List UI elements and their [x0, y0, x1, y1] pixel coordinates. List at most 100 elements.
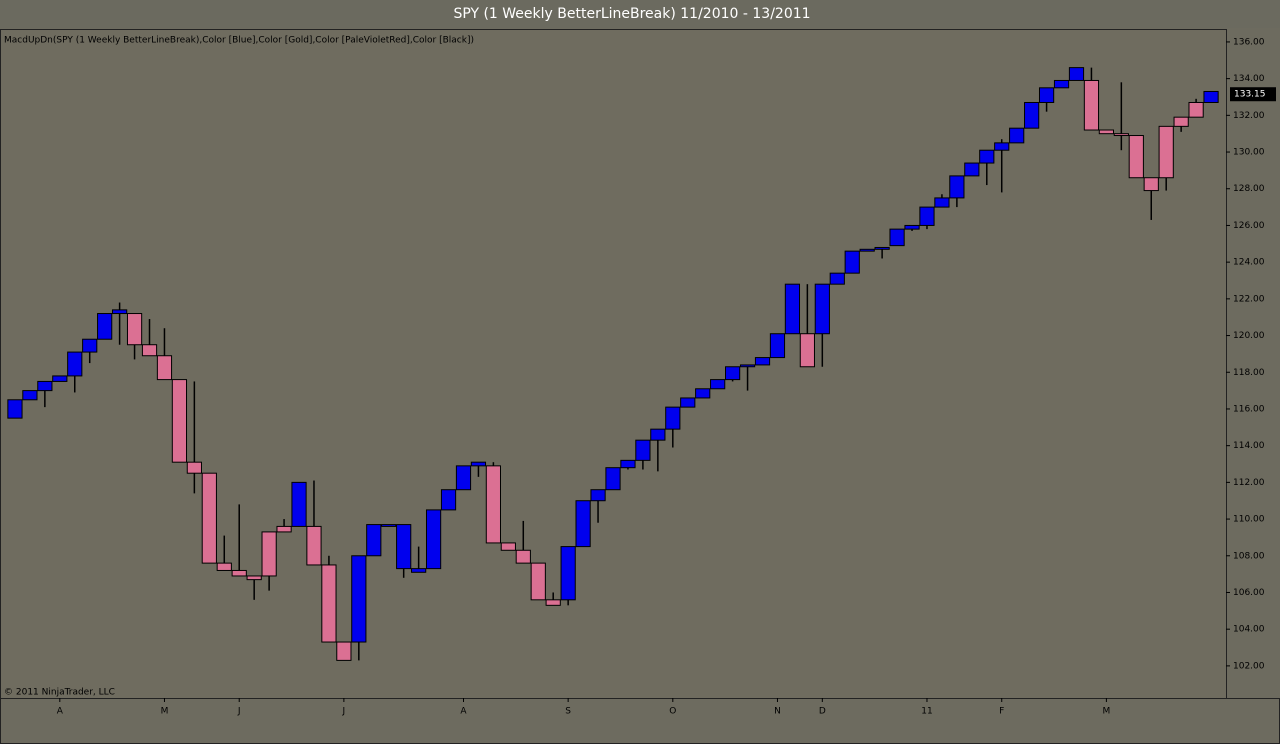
candle-body [261, 531, 277, 577]
candle-body [1113, 133, 1129, 137]
y-tick-label: 108.00 [1233, 551, 1265, 561]
candle-body [1024, 101, 1040, 129]
candle-body [37, 380, 53, 392]
candle-body [97, 313, 113, 340]
candle-body [396, 524, 412, 570]
candle-body [769, 333, 786, 359]
y-tick-label: 120.00 [1233, 331, 1265, 341]
candle-body [919, 206, 935, 226]
candle-body [739, 364, 756, 368]
y-tick-label: 110.00 [1233, 515, 1265, 525]
candle-body [351, 555, 367, 643]
y-tick-label: 124.00 [1233, 258, 1265, 268]
candle-body [725, 366, 741, 381]
candle-body [1053, 79, 1070, 89]
candle-body [201, 472, 217, 564]
indicator-label: MacdUpDn(SPY (1 Weekly BetterLineBreak),… [4, 36, 474, 46]
y-tick-label: 128.00 [1233, 184, 1265, 194]
y-tick-label: 104.00 [1233, 625, 1265, 635]
candle-body [321, 564, 337, 643]
x-tick-label: J [342, 707, 346, 717]
candle-body [470, 461, 487, 467]
candle-body [500, 542, 516, 551]
candle-body [216, 562, 232, 571]
y-tick-label: 112.00 [1233, 478, 1265, 488]
candle-body [994, 142, 1010, 151]
y-tick-label: 102.00 [1233, 661, 1265, 671]
plot-area [0, 29, 1227, 699]
candle-body [784, 283, 801, 335]
candle-body [485, 465, 501, 544]
x-tick-label: A [460, 707, 467, 717]
candle-body [231, 569, 247, 577]
candle-body [52, 375, 68, 382]
candle-body [695, 388, 711, 399]
candle-body [276, 525, 292, 533]
candle-body [112, 309, 128, 315]
candle-body [1098, 129, 1114, 135]
x-tick-label: J [237, 707, 241, 717]
candle-body [844, 250, 860, 274]
title-bar [0, 0, 1280, 28]
candle-body [904, 224, 920, 230]
y-tick-label: 132.00 [1233, 111, 1265, 121]
candle-body [440, 489, 457, 511]
candle-body [1083, 79, 1100, 131]
candle-body [141, 344, 158, 357]
candle-body [1143, 177, 1159, 192]
y-tick-label: 116.00 [1233, 404, 1265, 414]
candle-body [411, 568, 427, 573]
x-tick-label: F [999, 707, 1004, 717]
candle-body [829, 272, 845, 285]
last-price-label: 133.15 [1234, 90, 1266, 100]
candle-body [754, 357, 771, 366]
candle-body [1068, 67, 1085, 81]
x-tick-label: 11 [921, 707, 932, 717]
candle-body [366, 524, 382, 557]
y-tick-label: 126.00 [1233, 221, 1265, 231]
candle-body [1128, 135, 1144, 179]
candle-body [530, 562, 546, 601]
candle-body [605, 467, 621, 491]
candle-body [67, 351, 83, 377]
candle-body [171, 379, 188, 463]
candle-body [949, 175, 965, 199]
x-tick-label: M [1103, 707, 1111, 717]
x-tick-label: O [669, 707, 676, 717]
candle-body [381, 524, 397, 527]
candle-body [336, 641, 352, 661]
candle-body [874, 246, 890, 250]
chart-title: SPY (1 Weekly BetterLineBreak) 11/2010 -… [453, 6, 810, 22]
candle-body [425, 509, 442, 570]
candle-body [560, 546, 576, 601]
candle-body [455, 465, 472, 491]
candle-body [1009, 127, 1025, 144]
candle-body [575, 500, 591, 548]
candle-body [979, 149, 995, 164]
candle-body [515, 549, 531, 564]
y-tick-label: 118.00 [1233, 368, 1265, 378]
candle-body [1188, 101, 1204, 118]
candle-body [1173, 116, 1189, 127]
candle-body [590, 489, 606, 502]
y-tick-label: 136.00 [1233, 37, 1265, 47]
y-tick-label: 106.00 [1233, 588, 1265, 598]
candle-body [306, 525, 322, 566]
candle-body [934, 197, 950, 208]
candle-body [545, 599, 561, 606]
x-tick-label: A [57, 707, 64, 717]
x-axis-frame [0, 698, 1280, 744]
y-tick-label: 134.00 [1233, 74, 1265, 84]
candle-body [7, 399, 23, 419]
candle-body [889, 228, 905, 247]
candle-body [814, 283, 830, 335]
candle-body [1203, 90, 1219, 103]
candle-body [291, 481, 307, 527]
candle-body [635, 439, 651, 461]
x-tick-label: S [565, 707, 571, 717]
y-tick-label: 130.00 [1233, 148, 1265, 158]
candle-body [964, 162, 980, 177]
candle-body [246, 575, 262, 581]
